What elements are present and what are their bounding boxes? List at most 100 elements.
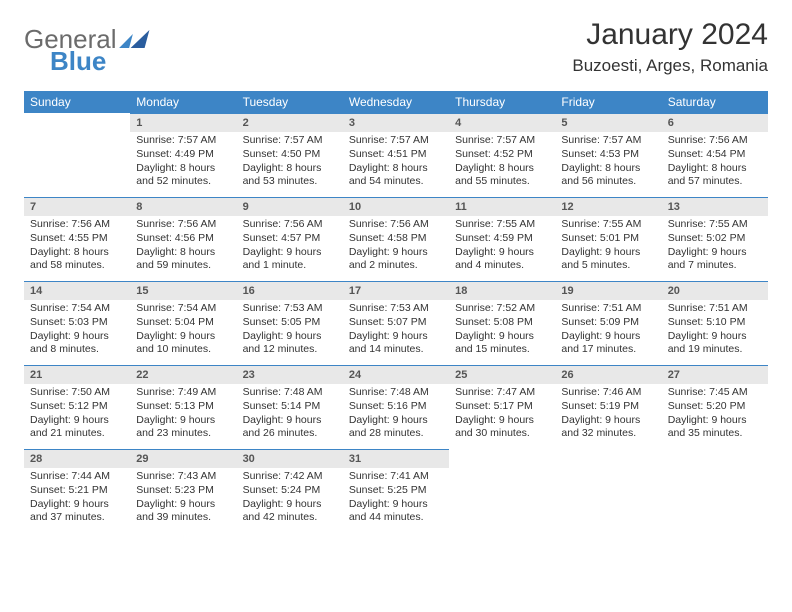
day-body: Sunrise: 7:54 AMSunset: 5:04 PMDaylight:… [130, 300, 236, 361]
calendar-day-cell: 1Sunrise: 7:57 AMSunset: 4:49 PMDaylight… [130, 113, 236, 197]
calendar-day-cell: 24Sunrise: 7:48 AMSunset: 5:16 PMDayligh… [343, 365, 449, 449]
day-body: Sunrise: 7:56 AMSunset: 4:54 PMDaylight:… [662, 132, 768, 193]
calendar-week-row: 14Sunrise: 7:54 AMSunset: 5:03 PMDayligh… [24, 281, 768, 365]
weekday-header: Thursday [449, 91, 555, 113]
day-body: Sunrise: 7:46 AMSunset: 5:19 PMDaylight:… [555, 384, 661, 445]
calendar-week-row: 28Sunrise: 7:44 AMSunset: 5:21 PMDayligh… [24, 449, 768, 533]
day-number: 17 [343, 281, 449, 300]
day-number: 25 [449, 365, 555, 384]
day-number: 23 [237, 365, 343, 384]
day-number: 1 [130, 113, 236, 132]
day-body: Sunrise: 7:56 AMSunset: 4:57 PMDaylight:… [237, 216, 343, 277]
day-body: Sunrise: 7:53 AMSunset: 5:07 PMDaylight:… [343, 300, 449, 361]
day-number: 9 [237, 197, 343, 216]
calendar-day-cell: 17Sunrise: 7:53 AMSunset: 5:07 PMDayligh… [343, 281, 449, 365]
calendar-day-cell: 5Sunrise: 7:57 AMSunset: 4:53 PMDaylight… [555, 113, 661, 197]
calendar-week-row: 1Sunrise: 7:57 AMSunset: 4:49 PMDaylight… [24, 113, 768, 197]
day-body: Sunrise: 7:52 AMSunset: 5:08 PMDaylight:… [449, 300, 555, 361]
day-number: 8 [130, 197, 236, 216]
calendar-day-cell: 21Sunrise: 7:50 AMSunset: 5:12 PMDayligh… [24, 365, 130, 449]
day-body: Sunrise: 7:57 AMSunset: 4:49 PMDaylight:… [130, 132, 236, 193]
day-number: 10 [343, 197, 449, 216]
weekday-header: Monday [130, 91, 236, 113]
location: Buzoesti, Arges, Romania [572, 56, 768, 76]
day-body: Sunrise: 7:54 AMSunset: 5:03 PMDaylight:… [24, 300, 130, 361]
calendar-day-cell: 19Sunrise: 7:51 AMSunset: 5:09 PMDayligh… [555, 281, 661, 365]
calendar-table: SundayMondayTuesdayWednesdayThursdayFrid… [24, 91, 768, 533]
day-body: Sunrise: 7:45 AMSunset: 5:20 PMDaylight:… [662, 384, 768, 445]
calendar-week-row: 21Sunrise: 7:50 AMSunset: 5:12 PMDayligh… [24, 365, 768, 449]
day-body: Sunrise: 7:48 AMSunset: 5:14 PMDaylight:… [237, 384, 343, 445]
calendar-day-cell: 4Sunrise: 7:57 AMSunset: 4:52 PMDaylight… [449, 113, 555, 197]
calendar-day-cell: 3Sunrise: 7:57 AMSunset: 4:51 PMDaylight… [343, 113, 449, 197]
day-number: 28 [24, 449, 130, 468]
weekday-header: Saturday [662, 91, 768, 113]
day-number: 16 [237, 281, 343, 300]
calendar-day-cell: 26Sunrise: 7:46 AMSunset: 5:19 PMDayligh… [555, 365, 661, 449]
day-body: Sunrise: 7:53 AMSunset: 5:05 PMDaylight:… [237, 300, 343, 361]
calendar-day-cell: 6Sunrise: 7:56 AMSunset: 4:54 PMDaylight… [662, 113, 768, 197]
day-body: Sunrise: 7:56 AMSunset: 4:56 PMDaylight:… [130, 216, 236, 277]
day-number: 7 [24, 197, 130, 216]
calendar-day-cell: 27Sunrise: 7:45 AMSunset: 5:20 PMDayligh… [662, 365, 768, 449]
day-number: 11 [449, 197, 555, 216]
logo-sail2-icon [130, 30, 149, 48]
calendar-day-cell: 10Sunrise: 7:56 AMSunset: 4:58 PMDayligh… [343, 197, 449, 281]
day-number: 2 [237, 113, 343, 132]
calendar-day-cell: 9Sunrise: 7:56 AMSunset: 4:57 PMDaylight… [237, 197, 343, 281]
calendar-day-cell: 2Sunrise: 7:57 AMSunset: 4:50 PMDaylight… [237, 113, 343, 197]
day-body: Sunrise: 7:55 AMSunset: 5:02 PMDaylight:… [662, 216, 768, 277]
day-number: 26 [555, 365, 661, 384]
day-body: Sunrise: 7:51 AMSunset: 5:09 PMDaylight:… [555, 300, 661, 361]
day-body: Sunrise: 7:41 AMSunset: 5:25 PMDaylight:… [343, 468, 449, 529]
day-body: Sunrise: 7:55 AMSunset: 5:01 PMDaylight:… [555, 216, 661, 277]
calendar-day-cell: 30Sunrise: 7:42 AMSunset: 5:24 PMDayligh… [237, 449, 343, 533]
weekday-header: Sunday [24, 91, 130, 113]
day-body: Sunrise: 7:43 AMSunset: 5:23 PMDaylight:… [130, 468, 236, 529]
calendar-day-cell [555, 449, 661, 533]
calendar-day-cell: 7Sunrise: 7:56 AMSunset: 4:55 PMDaylight… [24, 197, 130, 281]
day-body: Sunrise: 7:56 AMSunset: 4:58 PMDaylight:… [343, 216, 449, 277]
day-body: Sunrise: 7:50 AMSunset: 5:12 PMDaylight:… [24, 384, 130, 445]
day-number: 6 [662, 113, 768, 132]
day-number: 18 [449, 281, 555, 300]
day-body: Sunrise: 7:42 AMSunset: 5:24 PMDaylight:… [237, 468, 343, 529]
day-number: 29 [130, 449, 236, 468]
day-number: 27 [662, 365, 768, 384]
day-body: Sunrise: 7:44 AMSunset: 5:21 PMDaylight:… [24, 468, 130, 529]
title-block: January 2024 Buzoesti, Arges, Romania [572, 18, 768, 76]
day-body: Sunrise: 7:57 AMSunset: 4:50 PMDaylight:… [237, 132, 343, 193]
weekday-header: Tuesday [237, 91, 343, 113]
calendar-day-cell [449, 449, 555, 533]
calendar-day-cell: 16Sunrise: 7:53 AMSunset: 5:05 PMDayligh… [237, 281, 343, 365]
calendar-day-cell: 15Sunrise: 7:54 AMSunset: 5:04 PMDayligh… [130, 281, 236, 365]
day-number: 13 [662, 197, 768, 216]
calendar-day-cell: 12Sunrise: 7:55 AMSunset: 5:01 PMDayligh… [555, 197, 661, 281]
day-number: 3 [343, 113, 449, 132]
day-body: Sunrise: 7:57 AMSunset: 4:51 PMDaylight:… [343, 132, 449, 193]
weekday-header: Wednesday [343, 91, 449, 113]
day-number: 21 [24, 365, 130, 384]
day-number: 24 [343, 365, 449, 384]
calendar-day-cell [662, 449, 768, 533]
day-number: 19 [555, 281, 661, 300]
day-number: 15 [130, 281, 236, 300]
calendar-day-cell: 31Sunrise: 7:41 AMSunset: 5:25 PMDayligh… [343, 449, 449, 533]
calendar-day-cell: 22Sunrise: 7:49 AMSunset: 5:13 PMDayligh… [130, 365, 236, 449]
calendar-day-cell: 14Sunrise: 7:54 AMSunset: 5:03 PMDayligh… [24, 281, 130, 365]
weekday-header: Friday [555, 91, 661, 113]
day-body: Sunrise: 7:55 AMSunset: 4:59 PMDaylight:… [449, 216, 555, 277]
calendar-day-cell [24, 113, 130, 197]
calendar-day-cell: 25Sunrise: 7:47 AMSunset: 5:17 PMDayligh… [449, 365, 555, 449]
day-number: 22 [130, 365, 236, 384]
calendar-day-cell: 20Sunrise: 7:51 AMSunset: 5:10 PMDayligh… [662, 281, 768, 365]
calendar-day-cell: 23Sunrise: 7:48 AMSunset: 5:14 PMDayligh… [237, 365, 343, 449]
day-body: Sunrise: 7:47 AMSunset: 5:17 PMDaylight:… [449, 384, 555, 445]
calendar-week-row: 7Sunrise: 7:56 AMSunset: 4:55 PMDaylight… [24, 197, 768, 281]
day-body: Sunrise: 7:57 AMSunset: 4:53 PMDaylight:… [555, 132, 661, 193]
logo-text-blue: Blue [50, 46, 110, 77]
day-number: 20 [662, 281, 768, 300]
day-body: Sunrise: 7:51 AMSunset: 5:10 PMDaylight:… [662, 300, 768, 361]
day-body: Sunrise: 7:57 AMSunset: 4:52 PMDaylight:… [449, 132, 555, 193]
day-number: 31 [343, 449, 449, 468]
